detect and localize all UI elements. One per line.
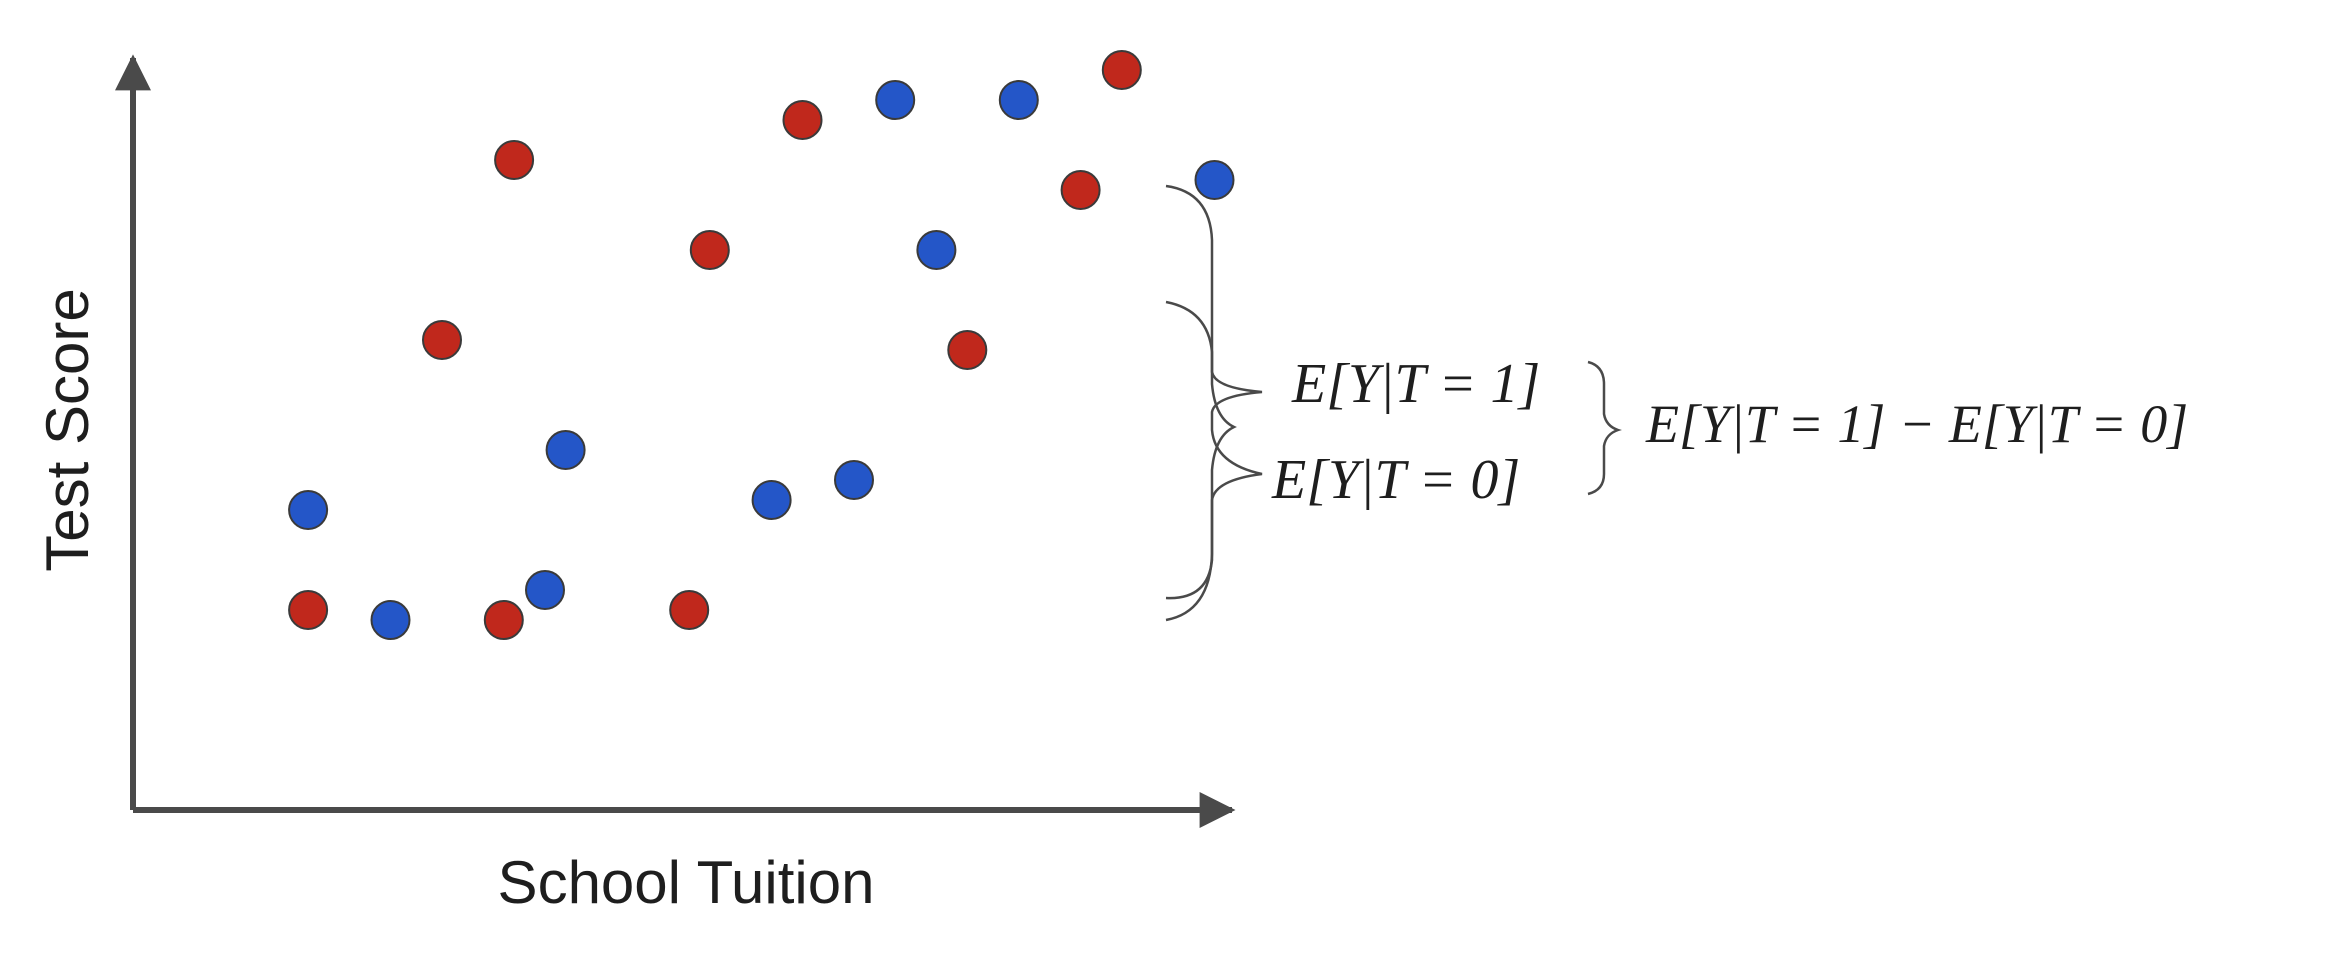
y-axis-title: Test Score — [34, 288, 101, 571]
difference-brace — [1587, 360, 1622, 496]
red-data-point — [782, 100, 823, 140]
blue-data-point — [1194, 160, 1235, 200]
red-data-point — [288, 590, 329, 630]
blue-data-point — [875, 80, 916, 120]
red-data-point — [947, 330, 988, 370]
blue-data-point — [998, 80, 1039, 120]
red-data-point — [422, 320, 462, 360]
red-data-point — [494, 140, 535, 180]
red-data-point — [1101, 50, 1142, 90]
red-data-point — [689, 230, 730, 270]
outer-brace — [1165, 184, 1237, 622]
blue-data-point — [288, 490, 329, 530]
blue-data-point — [525, 570, 565, 610]
red-data-point — [483, 600, 524, 640]
blue-data-point — [834, 460, 874, 500]
control-expectation-label: E[Y|T = 0] — [1271, 449, 1520, 511]
blue-data-point — [916, 230, 957, 270]
blue-data-point — [545, 430, 586, 470]
red-data-point — [1060, 170, 1101, 210]
treated-expectation-label: E[Y|T = 1] — [1291, 353, 1540, 415]
red-data-point — [669, 590, 710, 630]
data-points — [288, 50, 1235, 640]
blue-data-point — [370, 600, 411, 640]
inner-brace — [1165, 300, 1263, 600]
x-axis-title: School Tuition — [498, 849, 875, 916]
difference-label: E[Y|T = 1] − E[Y|T = 0] — [1645, 394, 2188, 454]
blue-data-point — [751, 480, 792, 520]
